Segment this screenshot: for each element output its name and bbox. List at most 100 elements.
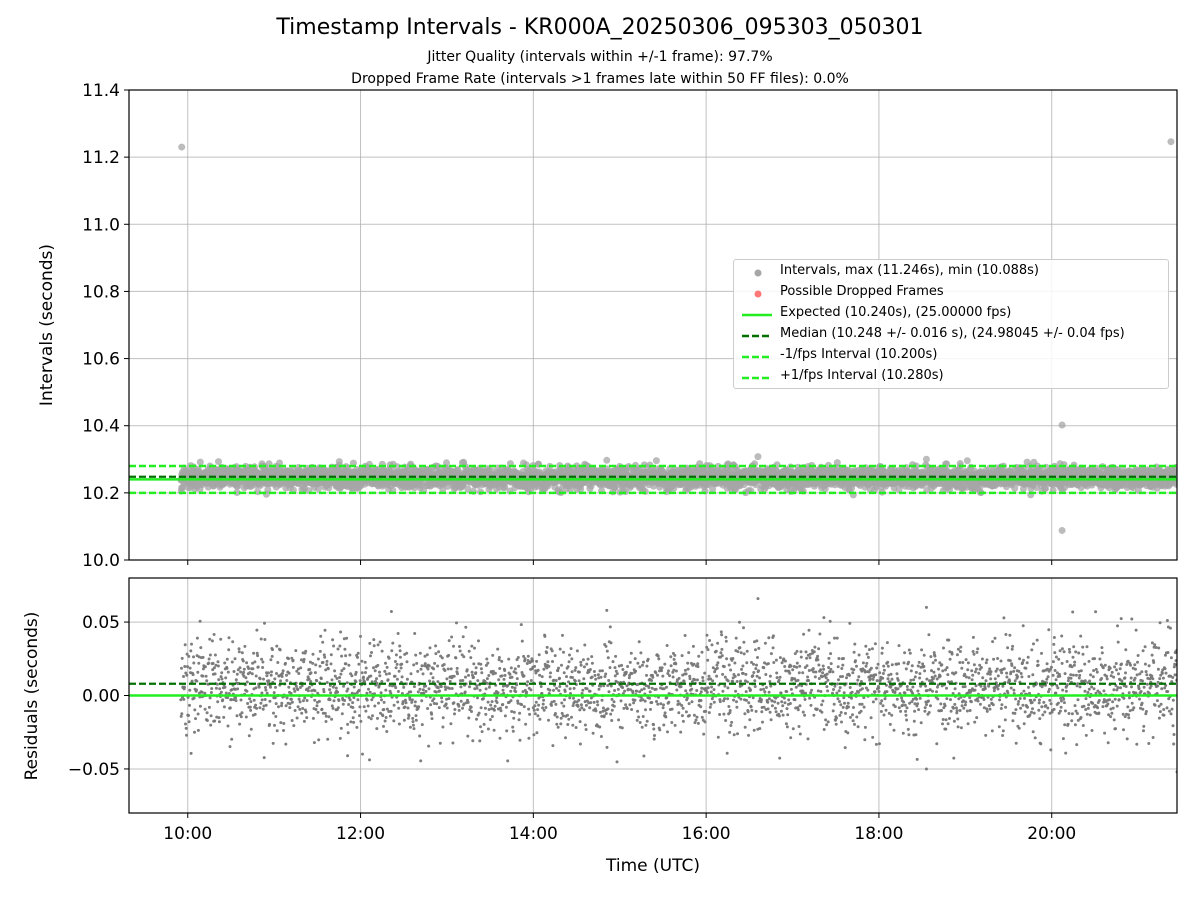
data-point	[333, 669, 337, 673]
data-point	[372, 666, 375, 670]
data-point	[346, 687, 350, 691]
data-point	[333, 674, 337, 678]
data-point	[207, 661, 211, 665]
y-tick-label: 10.0	[82, 551, 120, 571]
data-point	[261, 660, 265, 664]
data-point	[277, 705, 280, 709]
data-point	[292, 687, 296, 691]
data-point	[384, 672, 388, 676]
data-point	[447, 639, 451, 643]
data-point	[317, 738, 321, 742]
data-point	[447, 697, 451, 701]
data-point	[213, 672, 217, 676]
data-point	[1011, 484, 1019, 492]
data-point	[290, 719, 294, 722]
data-point	[294, 684, 298, 688]
data-point	[344, 662, 348, 666]
data-point	[434, 652, 438, 656]
data-point	[368, 758, 371, 762]
data-point	[271, 741, 275, 745]
data-point	[385, 707, 389, 711]
data-point	[332, 699, 336, 703]
data-point	[311, 652, 315, 656]
data-point	[251, 661, 255, 665]
data-point	[336, 647, 340, 651]
data-point	[227, 636, 231, 640]
data-point	[652, 457, 660, 465]
data-point	[254, 674, 258, 678]
data-point	[384, 661, 387, 665]
data-point	[291, 665, 295, 669]
data-point	[294, 649, 298, 653]
data-point	[292, 724, 296, 728]
data-point	[239, 698, 243, 702]
data-point	[256, 665, 260, 669]
data-point	[330, 704, 334, 708]
data-point	[284, 661, 287, 665]
data-point	[213, 653, 217, 657]
data-point	[303, 696, 307, 700]
data-point	[230, 688, 234, 692]
data-point	[184, 726, 188, 730]
data-point	[395, 677, 399, 681]
data-point	[304, 710, 308, 714]
data-point	[369, 674, 373, 678]
data-point	[352, 720, 356, 724]
data-point	[182, 675, 185, 678]
data-point	[233, 489, 241, 496]
data-point	[406, 706, 410, 710]
data-point	[366, 704, 370, 708]
data-point	[426, 667, 430, 671]
data-point	[227, 648, 231, 652]
data-point	[372, 644, 376, 648]
data-point	[350, 691, 354, 695]
data-point	[392, 719, 396, 723]
data-point	[273, 696, 277, 700]
data-point	[213, 719, 217, 723]
data-point	[313, 689, 317, 693]
data-point	[196, 458, 204, 466]
data-point	[209, 714, 213, 718]
data-point	[427, 744, 431, 748]
data-point	[408, 698, 412, 701]
data-point	[430, 712, 434, 716]
data-point	[295, 716, 299, 720]
data-point	[194, 717, 197, 721]
data-point	[414, 653, 418, 657]
data-point	[387, 672, 391, 676]
data-point	[220, 677, 224, 681]
data-point	[314, 663, 318, 667]
data-point	[342, 684, 346, 688]
intervals-reference-lines	[129, 464, 1177, 495]
data-point	[305, 699, 309, 702]
data-point	[337, 680, 341, 683]
data-point	[405, 677, 409, 681]
data-point	[345, 681, 349, 685]
data-point	[214, 663, 218, 667]
data-point	[342, 667, 346, 671]
data-point	[309, 671, 313, 675]
data-point	[203, 707, 207, 711]
data-point	[279, 679, 282, 683]
data-point	[258, 706, 262, 710]
data-point	[319, 677, 323, 681]
data-point	[390, 649, 394, 653]
data-point	[326, 667, 330, 671]
data-point	[963, 457, 971, 465]
outlier-point	[922, 455, 930, 463]
data-point	[260, 657, 264, 661]
data-point	[449, 722, 453, 726]
data-point	[234, 696, 238, 700]
data-point	[412, 685, 416, 689]
data-point	[301, 699, 305, 703]
data-point	[334, 686, 338, 690]
data-point	[405, 651, 409, 655]
data-point	[311, 716, 315, 720]
data-point	[208, 637, 212, 641]
data-point	[270, 654, 274, 658]
data-point	[420, 723, 424, 727]
data-point	[267, 671, 270, 675]
data-point	[378, 674, 382, 678]
data-point	[318, 649, 322, 653]
data-point	[417, 705, 421, 709]
